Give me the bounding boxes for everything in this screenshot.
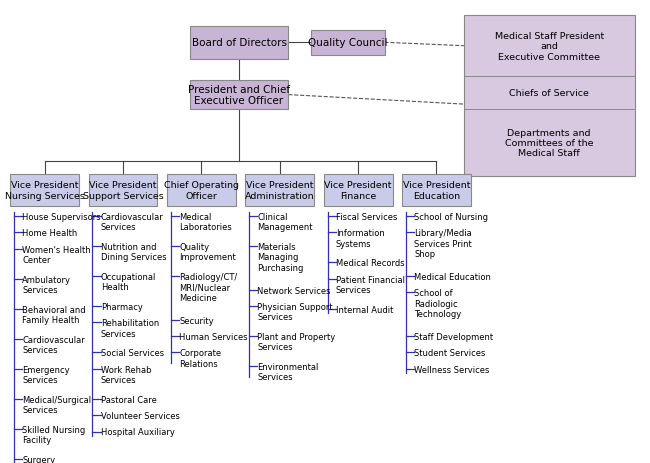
FancyBboxPatch shape [88, 175, 157, 207]
FancyBboxPatch shape [402, 175, 471, 207]
Text: Departments and
Committees of the
Medical Staff: Departments and Committees of the Medica… [505, 128, 593, 158]
Text: Pharmacy: Pharmacy [101, 302, 142, 311]
Text: Nutrition and
Dining Services: Nutrition and Dining Services [101, 243, 166, 262]
Text: Cardiovascular
Services: Cardiovascular Services [22, 335, 85, 354]
FancyBboxPatch shape [190, 27, 289, 60]
Text: Radiology/CT/
MRI/Nuclear
Medicine: Radiology/CT/ MRI/Nuclear Medicine [179, 272, 237, 302]
FancyBboxPatch shape [10, 175, 79, 207]
FancyBboxPatch shape [246, 175, 314, 207]
Text: Security: Security [179, 316, 214, 325]
FancyBboxPatch shape [324, 175, 393, 207]
Text: Quality Council: Quality Council [308, 38, 387, 48]
Text: Skilled Nursing
Facility: Skilled Nursing Facility [22, 425, 86, 444]
Text: Wellness Services: Wellness Services [414, 365, 489, 374]
Text: School of Nursing: School of Nursing [414, 213, 488, 221]
Text: Hospital Auxiliary: Hospital Auxiliary [101, 427, 175, 437]
Text: Vice President
Finance: Vice President Finance [324, 181, 392, 200]
Text: Clinical
Management: Clinical Management [257, 213, 313, 232]
FancyBboxPatch shape [464, 16, 634, 177]
Text: Cardiovascular
Services: Cardiovascular Services [101, 213, 164, 232]
Text: Patient Financial
Services: Patient Financial Services [336, 275, 405, 294]
Text: Chiefs of Service: Chiefs of Service [510, 89, 589, 98]
Text: Quality
Improvement: Quality Improvement [179, 243, 236, 262]
FancyBboxPatch shape [167, 175, 236, 207]
Text: Staff Development: Staff Development [414, 332, 493, 341]
Text: Home Health: Home Health [22, 229, 78, 238]
Text: Ambulatory
Services: Ambulatory Services [22, 275, 72, 294]
Text: Student Services: Student Services [414, 349, 486, 357]
Text: Board of Directors: Board of Directors [192, 38, 287, 48]
Text: Emergency
Services: Emergency Services [22, 365, 70, 384]
Text: Medical Staff President
and
Executive Committee: Medical Staff President and Executive Co… [495, 31, 604, 62]
Text: Plant and Property
Services: Plant and Property Services [257, 332, 336, 351]
Text: Behavioral and
Family Health: Behavioral and Family Health [22, 305, 86, 325]
Text: Network Services: Network Services [257, 286, 331, 295]
Text: Materials
Managing
Purchasing: Materials Managing Purchasing [257, 243, 304, 272]
Text: Medical/Surgical
Services: Medical/Surgical Services [22, 395, 92, 414]
FancyBboxPatch shape [311, 31, 385, 56]
Text: Volunteer Services: Volunteer Services [101, 411, 179, 420]
Text: House Supervisors: House Supervisors [22, 213, 101, 221]
Text: Corporate
Relations: Corporate Relations [179, 349, 221, 368]
Text: President and Chief
Executive Officer: President and Chief Executive Officer [188, 85, 290, 106]
Text: Surgery
Services: Surgery Services [22, 455, 58, 463]
Text: Medical Records: Medical Records [336, 259, 404, 268]
Text: Medical Education: Medical Education [414, 272, 491, 282]
Text: Human Services: Human Services [179, 332, 248, 341]
Text: Medical
Laboratories: Medical Laboratories [179, 213, 232, 232]
FancyBboxPatch shape [190, 81, 289, 110]
Text: Rehabilitation
Services: Rehabilitation Services [101, 319, 159, 338]
Text: Chief Operating
Officer: Chief Operating Officer [164, 181, 239, 200]
Text: Vice President
Nursing Services: Vice President Nursing Services [5, 181, 84, 200]
Text: Internal Audit: Internal Audit [336, 305, 393, 314]
Text: Vice President
Education: Vice President Education [403, 181, 470, 200]
Text: Occupational
Health: Occupational Health [101, 272, 156, 292]
Text: Information
Systems: Information Systems [336, 229, 385, 248]
Text: Social Services: Social Services [101, 349, 164, 357]
Text: Women's Health
Center: Women's Health Center [22, 245, 91, 264]
Text: Fiscal Services: Fiscal Services [336, 213, 397, 221]
Text: Physician Support
Services: Physician Support Services [257, 302, 333, 322]
Text: Vice President
Support Services: Vice President Support Services [83, 181, 163, 200]
Text: Work Rehab
Services: Work Rehab Services [101, 365, 151, 384]
Text: Environmental
Services: Environmental Services [257, 362, 319, 382]
Text: School of
Radiologic
Technology: School of Radiologic Technology [414, 288, 462, 319]
Text: Pastoral Care: Pastoral Care [101, 395, 157, 404]
Text: Vice President
Administration: Vice President Administration [245, 181, 315, 200]
Text: Library/Media
Services Print
Shop: Library/Media Services Print Shop [414, 229, 472, 258]
